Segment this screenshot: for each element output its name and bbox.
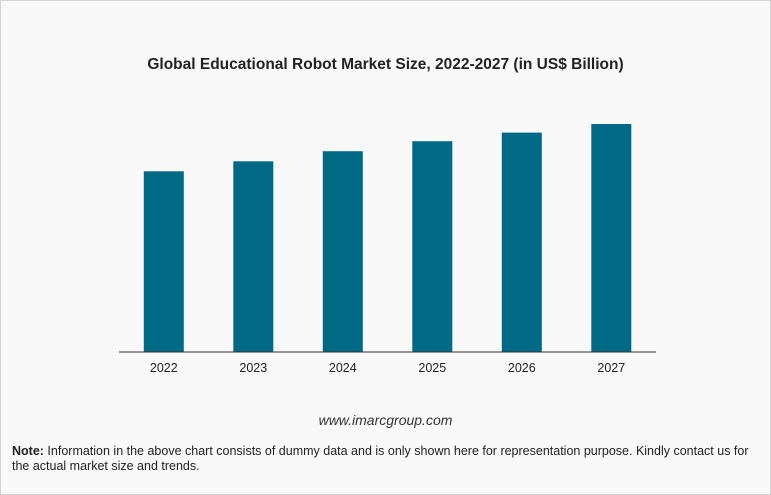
x-tick-label-2024: 2024 [329,361,357,375]
bar-2023 [233,161,274,352]
bar-2026 [501,132,542,352]
bar-2027 [591,124,632,352]
bar-2025 [412,141,453,352]
note-text: Information in the above chart consists … [12,444,749,473]
note-label: Note: [12,444,44,458]
x-tick-label-2022: 2022 [150,361,178,375]
chart-title: Global Educational Robot Market Size, 20… [147,56,624,73]
x-tick-label-2027: 2027 [597,361,625,375]
x-tick-label-2026: 2026 [508,361,536,375]
disclaimer-note: Note: Information in the above chart con… [12,444,762,474]
bar-2022 [143,171,184,352]
x-tick-label-2025: 2025 [418,361,446,375]
source-url[interactable]: www.imarcgroup.com [318,412,453,428]
bar-2024 [322,151,363,352]
x-tick-label-2023: 2023 [239,361,267,375]
